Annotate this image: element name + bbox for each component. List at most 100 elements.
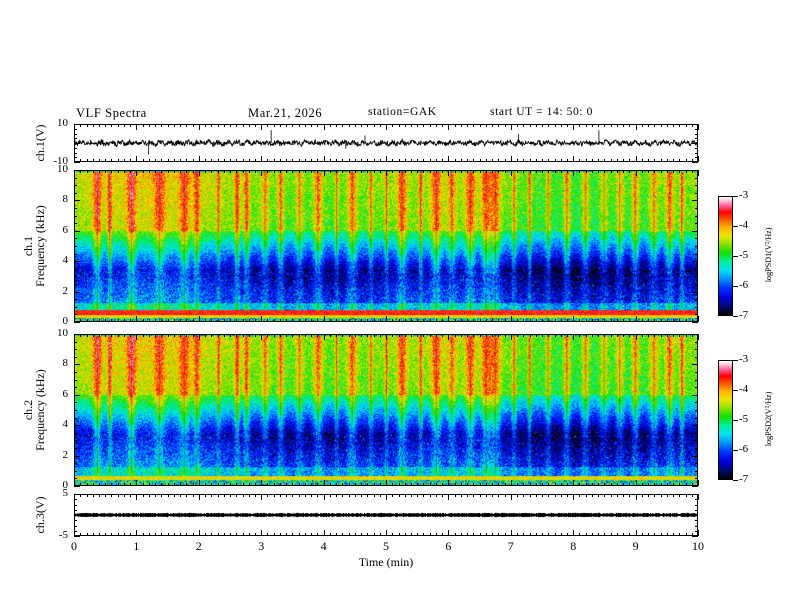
x-tick — [610, 533, 612, 536]
x-tick — [261, 494, 263, 500]
x-tick — [411, 170, 412, 173]
x-tick — [298, 494, 300, 497]
y-tick-minor — [695, 486, 698, 487]
x-tick — [217, 494, 219, 497]
x-tick — [273, 494, 275, 497]
y-tick-label: 6 — [62, 223, 69, 236]
x-tick — [342, 533, 344, 536]
x-tick — [236, 494, 238, 497]
x-tick — [542, 483, 543, 486]
y-tick-minor — [695, 223, 698, 225]
x-tick — [279, 483, 281, 486]
y-tick-minor — [74, 455, 77, 457]
y-tick-minor — [74, 448, 77, 449]
x-tick — [479, 319, 481, 322]
y-tick-minor — [74, 215, 77, 217]
x-tick — [223, 483, 225, 486]
x-tick — [286, 494, 288, 497]
x-tick — [117, 124, 119, 127]
x-tick — [460, 319, 462, 322]
x-tick — [492, 159, 494, 162]
x-tick — [342, 494, 344, 497]
x-tick — [123, 494, 125, 497]
x-tick — [180, 533, 182, 536]
x-tick — [148, 170, 150, 173]
x-tick — [279, 533, 281, 536]
x-tick — [379, 483, 381, 486]
x-tick — [591, 319, 593, 322]
x-tick — [236, 334, 238, 337]
y-tick — [74, 200, 80, 202]
x-tick — [236, 124, 238, 127]
colorbar-logpsd1 — [718, 196, 733, 316]
x-tick — [604, 533, 606, 536]
colorbar-tick — [733, 286, 738, 287]
y-tick-minor — [74, 425, 77, 427]
x-tick — [560, 159, 562, 162]
colorbar-tick — [733, 316, 738, 317]
x-tick — [504, 170, 506, 173]
x-tick — [485, 319, 487, 322]
x-tick — [317, 319, 319, 322]
y-tick-minor — [695, 394, 698, 396]
x-tick — [86, 494, 88, 497]
x-tick — [323, 170, 325, 176]
x-tick — [616, 159, 618, 162]
x-tick — [398, 483, 400, 486]
x-tick — [479, 170, 481, 173]
colorbar-tick-label: -3 — [739, 353, 749, 365]
x-tick — [504, 319, 506, 322]
y-tick-minor — [74, 417, 77, 419]
y-tick — [74, 394, 80, 396]
y-tick-minor — [74, 147, 77, 149]
x-tick — [298, 319, 300, 322]
y-tick-minor — [74, 504, 77, 506]
colorbar-tick — [733, 390, 738, 391]
x-tick-label: 2 — [195, 539, 202, 553]
x-tick — [404, 319, 406, 322]
x-tick — [223, 319, 225, 322]
x-tick — [641, 170, 643, 173]
x-tick — [554, 494, 556, 497]
x-tick — [211, 494, 213, 497]
x-tick — [492, 533, 494, 536]
x-tick — [217, 159, 219, 162]
x-tick — [417, 124, 419, 127]
x-tick — [548, 170, 550, 173]
x-tick — [92, 319, 94, 322]
x-tick — [386, 124, 387, 130]
x-tick — [279, 124, 281, 127]
x-tick — [698, 316, 699, 322]
x-tick — [273, 124, 275, 127]
x-tick — [435, 124, 437, 127]
x-tick — [111, 483, 113, 486]
x-tick — [679, 494, 681, 497]
x-tick — [211, 334, 213, 337]
x-tick — [529, 124, 531, 127]
x-tick — [504, 124, 506, 127]
x-tick — [361, 170, 362, 173]
y-tick-minor — [74, 299, 77, 301]
x-tick — [691, 170, 693, 173]
x-tick-label: 1 — [133, 539, 140, 553]
x-tick — [641, 319, 643, 322]
x-tick — [273, 533, 275, 536]
x-tick — [673, 319, 674, 322]
y-tick-minor — [74, 394, 77, 396]
x-tick — [386, 170, 387, 176]
x-tick — [542, 159, 543, 162]
y-tick-minor — [74, 152, 77, 154]
x-tick — [74, 530, 75, 536]
x-tick — [361, 483, 362, 486]
x-tick — [198, 124, 200, 130]
x-tick — [348, 159, 350, 162]
x-tick — [517, 319, 518, 322]
x-tick — [111, 159, 113, 162]
x-tick — [223, 533, 225, 536]
x-tick — [666, 159, 668, 162]
x-tick — [698, 334, 699, 340]
x-tick — [354, 319, 356, 322]
y-tick-minor — [74, 387, 77, 389]
y-tick-minor — [74, 253, 77, 255]
x-tick — [205, 319, 206, 322]
